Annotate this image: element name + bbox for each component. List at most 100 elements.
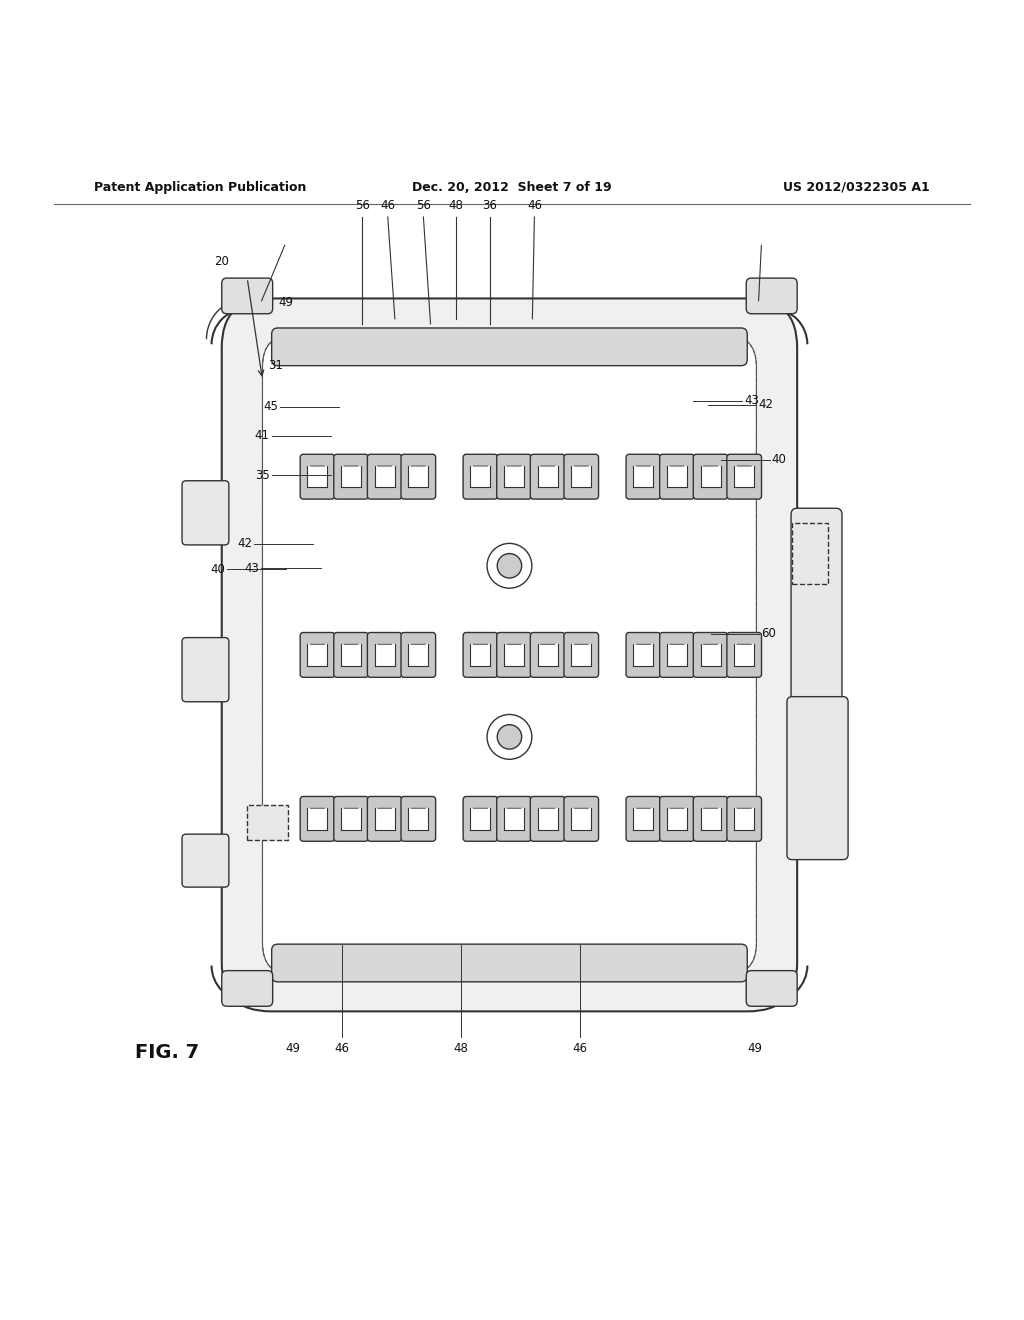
Text: 35: 35 [255,469,269,482]
FancyBboxPatch shape [564,632,599,677]
FancyBboxPatch shape [746,970,797,1006]
FancyBboxPatch shape [659,454,694,499]
FancyBboxPatch shape [334,796,369,841]
FancyBboxPatch shape [463,796,498,841]
Text: 40: 40 [210,562,225,576]
FancyBboxPatch shape [334,454,369,499]
Text: US 2012/0322305 A1: US 2012/0322305 A1 [782,181,930,194]
Bar [571,808,591,829]
FancyBboxPatch shape [300,454,335,499]
FancyBboxPatch shape [222,279,272,314]
Bar [307,466,328,487]
FancyBboxPatch shape [659,632,694,677]
FancyBboxPatch shape [659,796,694,841]
FancyBboxPatch shape [334,632,369,677]
Bar [504,466,524,487]
Bar [409,808,428,829]
Text: 49: 49 [279,296,294,309]
Text: FIG. 7: FIG. 7 [135,1043,200,1061]
FancyBboxPatch shape [497,796,531,841]
FancyBboxPatch shape [497,454,531,499]
FancyBboxPatch shape [787,697,848,859]
Bar [538,466,558,487]
FancyBboxPatch shape [727,796,762,841]
FancyBboxPatch shape [564,454,599,499]
FancyBboxPatch shape [368,454,402,499]
FancyBboxPatch shape [368,632,402,677]
Bar [409,644,428,665]
FancyBboxPatch shape [497,632,531,677]
Bar [470,808,490,829]
Text: 60: 60 [762,627,776,640]
Bar [634,808,653,829]
Bar [538,644,558,665]
Bar [571,466,591,487]
Bar [341,808,361,829]
Bar [734,644,755,665]
Text: 49: 49 [746,1041,762,1055]
Bar [793,523,827,583]
Text: 42: 42 [238,537,252,550]
Text: 45: 45 [263,400,278,413]
Circle shape [498,553,521,578]
FancyBboxPatch shape [300,796,335,841]
FancyBboxPatch shape [564,796,599,841]
FancyBboxPatch shape [368,796,402,841]
FancyBboxPatch shape [271,327,748,366]
FancyBboxPatch shape [401,632,435,677]
Bar [634,466,653,487]
FancyBboxPatch shape [530,632,565,677]
Text: Dec. 20, 2012  Sheet 7 of 19: Dec. 20, 2012 Sheet 7 of 19 [413,181,611,194]
Text: 56: 56 [355,199,370,213]
FancyBboxPatch shape [746,279,797,314]
FancyBboxPatch shape [693,796,728,841]
Bar [667,466,687,487]
FancyBboxPatch shape [401,796,435,841]
Bar [247,805,288,841]
Bar [634,644,653,665]
Bar [667,808,687,829]
Bar [307,808,328,829]
FancyBboxPatch shape [626,796,660,841]
FancyBboxPatch shape [626,632,660,677]
FancyBboxPatch shape [300,632,335,677]
FancyBboxPatch shape [182,480,229,545]
Bar [375,466,394,487]
Text: 36: 36 [482,199,497,213]
FancyBboxPatch shape [262,334,757,975]
Bar [341,466,361,487]
FancyBboxPatch shape [792,508,842,704]
Text: 46: 46 [335,1041,349,1055]
FancyBboxPatch shape [182,638,229,702]
Bar [375,808,394,829]
FancyBboxPatch shape [727,454,762,499]
FancyBboxPatch shape [222,298,797,1011]
Text: 46: 46 [380,199,395,213]
Bar [700,466,721,487]
Bar [375,644,394,665]
Text: 46: 46 [527,199,542,213]
Text: 42: 42 [759,399,773,412]
Text: 49: 49 [754,296,769,309]
FancyBboxPatch shape [693,632,728,677]
Bar [341,644,361,665]
Bar [538,808,558,829]
Text: 46: 46 [572,1041,588,1055]
Bar [470,466,490,487]
Bar [504,808,524,829]
Text: 56: 56 [416,199,431,213]
FancyBboxPatch shape [401,454,435,499]
Circle shape [498,725,521,750]
FancyBboxPatch shape [182,834,229,887]
Text: 40: 40 [772,453,786,466]
FancyBboxPatch shape [271,944,748,982]
Bar [700,644,721,665]
Bar [734,808,755,829]
Bar [307,644,328,665]
Text: 31: 31 [268,359,283,372]
FancyBboxPatch shape [693,454,728,499]
Text: 43: 43 [245,562,259,574]
FancyBboxPatch shape [530,796,565,841]
FancyBboxPatch shape [222,970,272,1006]
Text: Patent Application Publication: Patent Application Publication [94,181,307,194]
